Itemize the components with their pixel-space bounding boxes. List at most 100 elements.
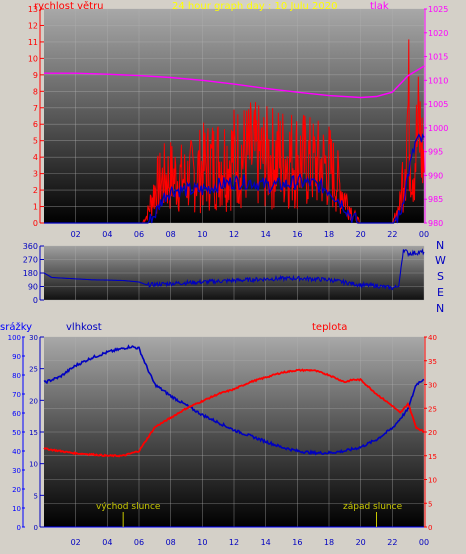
humidity-tick-label: 20	[29, 397, 38, 405]
wind-x-tick-label: 18	[324, 230, 334, 239]
humidity-tick-label: 25	[29, 366, 38, 374]
wind-speed-tick-label: 13	[28, 5, 38, 14]
wind-speed-tick-label: 5	[33, 137, 38, 146]
humidity-x-tick-label: 18	[324, 538, 334, 547]
humidity-tick-label: 15	[29, 429, 38, 437]
compass-e: E	[437, 286, 444, 299]
humidity-tick-label: 30	[29, 334, 38, 342]
humidity-x-tick-label: 04	[102, 538, 112, 547]
pressure-axis-title: tlak	[370, 1, 389, 12]
rain-tick-label: 50	[12, 429, 21, 437]
compass-s: S	[437, 270, 444, 283]
rain-tick-label: 40	[12, 448, 21, 456]
wind-direction-series	[43, 248, 425, 291]
sunrise-label: východ slunce	[96, 502, 161, 512]
wind-speed-tick-label: 8	[33, 87, 38, 96]
temperature-tick-label: 15	[428, 453, 437, 461]
pressure-tick-label: 980	[428, 219, 443, 228]
temperature-tick-label: 30	[428, 382, 437, 390]
humidity-x-tick-label: 08	[166, 538, 176, 547]
wind-speed-tick-label: 4	[33, 153, 38, 162]
wind-x-tick-label: 00	[419, 230, 429, 239]
wind-speed-tick-label: 2	[33, 186, 38, 195]
wind-x-tick-label: 12	[229, 230, 239, 239]
direction-tick-label: 270	[23, 256, 38, 265]
wind-speed-tick-label: 9	[33, 71, 38, 80]
direction-tick-label: 0	[33, 296, 38, 305]
humidity-x-tick-label: 16	[292, 538, 302, 547]
rain-tick-label: 60	[12, 410, 21, 418]
temperature-tick-label: 25	[428, 405, 437, 413]
rain-tick-label: 90	[12, 353, 21, 361]
wind-speed-tick-label: 0	[33, 219, 38, 228]
temperature-tick-label: 5	[428, 500, 432, 508]
wind-x-tick-label: 22	[387, 230, 397, 239]
sunset-label: západ slunce	[343, 502, 403, 512]
pressure-tick-label: 1025	[428, 5, 448, 14]
temperature-series	[43, 368, 425, 458]
humidity-series	[43, 344, 425, 456]
humidity-tick-label: 0	[34, 524, 38, 532]
pressure-tick-label: 995	[428, 148, 443, 157]
humidity-x-tick-label: 10	[197, 538, 207, 547]
compass-n-top: N	[436, 239, 444, 252]
wind-speed-tick-label: 7	[33, 104, 38, 113]
rain-tick-label: 30	[12, 467, 21, 475]
pressure-tick-label: 1000	[428, 124, 448, 133]
humidity-x-tick-label: 14	[261, 538, 271, 547]
wind-x-tick-label: 10	[197, 230, 207, 239]
wind-speed-tick-label: 3	[33, 170, 38, 179]
wind-x-tick-label: 04	[102, 230, 112, 239]
temperature-tick-label: 40	[428, 334, 437, 342]
wind-speed-axis-title: rychlost větru	[34, 0, 104, 12]
wind-x-tick-label: 20	[356, 230, 366, 239]
humidity-x-tick-label: 20	[356, 538, 366, 547]
pressure-series	[44, 65, 425, 99]
humidity-x-tick-label: 00	[419, 538, 429, 547]
temperature-axis-title: teplota	[312, 322, 347, 333]
direction-tick-label: 90	[28, 283, 38, 292]
temperature-tick-label: 10	[428, 477, 437, 485]
pressure-tick-label: 1015	[428, 53, 448, 62]
temperature-tick-label: 20	[428, 429, 437, 437]
direction-tick-label: 180	[23, 269, 38, 278]
rain-tick-label: 100	[8, 334, 21, 342]
wind-x-tick-label: 08	[166, 230, 176, 239]
rain-axis-title: srážky	[0, 321, 32, 333]
humidity-x-tick-label: 02	[71, 538, 81, 547]
humidity-x-tick-label: 12	[229, 538, 239, 547]
wind-speed-tick-label: 1	[33, 203, 38, 212]
temperature-tick-label: 0	[428, 524, 432, 532]
rain-tick-label: 80	[12, 372, 21, 380]
compass-n-bottom: N	[436, 302, 444, 315]
pressure-tick-label: 985	[428, 195, 443, 204]
wind-x-tick-label: 16	[292, 230, 302, 239]
pressure-tick-label: 1005	[428, 100, 448, 109]
wind-average-series	[44, 133, 425, 224]
wind-x-tick-label: 02	[71, 230, 81, 239]
wind-speed-tick-label: 6	[33, 120, 38, 129]
humidity-tick-label: 10	[29, 461, 38, 469]
rain-tick-label: 0	[17, 524, 21, 532]
wind-speed-tick-label: 12	[28, 21, 38, 30]
humidity-tick-label: 5	[34, 492, 38, 500]
wind-speed-tick-label: 10	[28, 54, 38, 63]
temperature-tick-label: 35	[428, 358, 437, 366]
humidity-x-tick-label: 06	[134, 538, 144, 547]
humidity-x-tick-label: 22	[387, 538, 397, 547]
rain-tick-label: 70	[12, 391, 21, 399]
rain-tick-label: 20	[12, 486, 21, 494]
compass-w: W	[435, 254, 446, 267]
direction-tick-label: 360	[23, 242, 38, 251]
pressure-tick-label: 1010	[428, 76, 448, 85]
wind-speed-tick-label: 11	[28, 38, 38, 47]
pressure-tick-label: 990	[428, 171, 443, 180]
pressure-tick-label: 1020	[428, 29, 448, 38]
chart-title: 24 hour graph day : 10 Julu 2020	[172, 1, 338, 12]
wind-x-tick-label: 06	[134, 230, 144, 239]
humidity-axis-title: vlhkost	[66, 322, 102, 333]
wind-x-tick-label: 14	[261, 230, 271, 239]
rain-tick-label: 10	[12, 505, 21, 513]
